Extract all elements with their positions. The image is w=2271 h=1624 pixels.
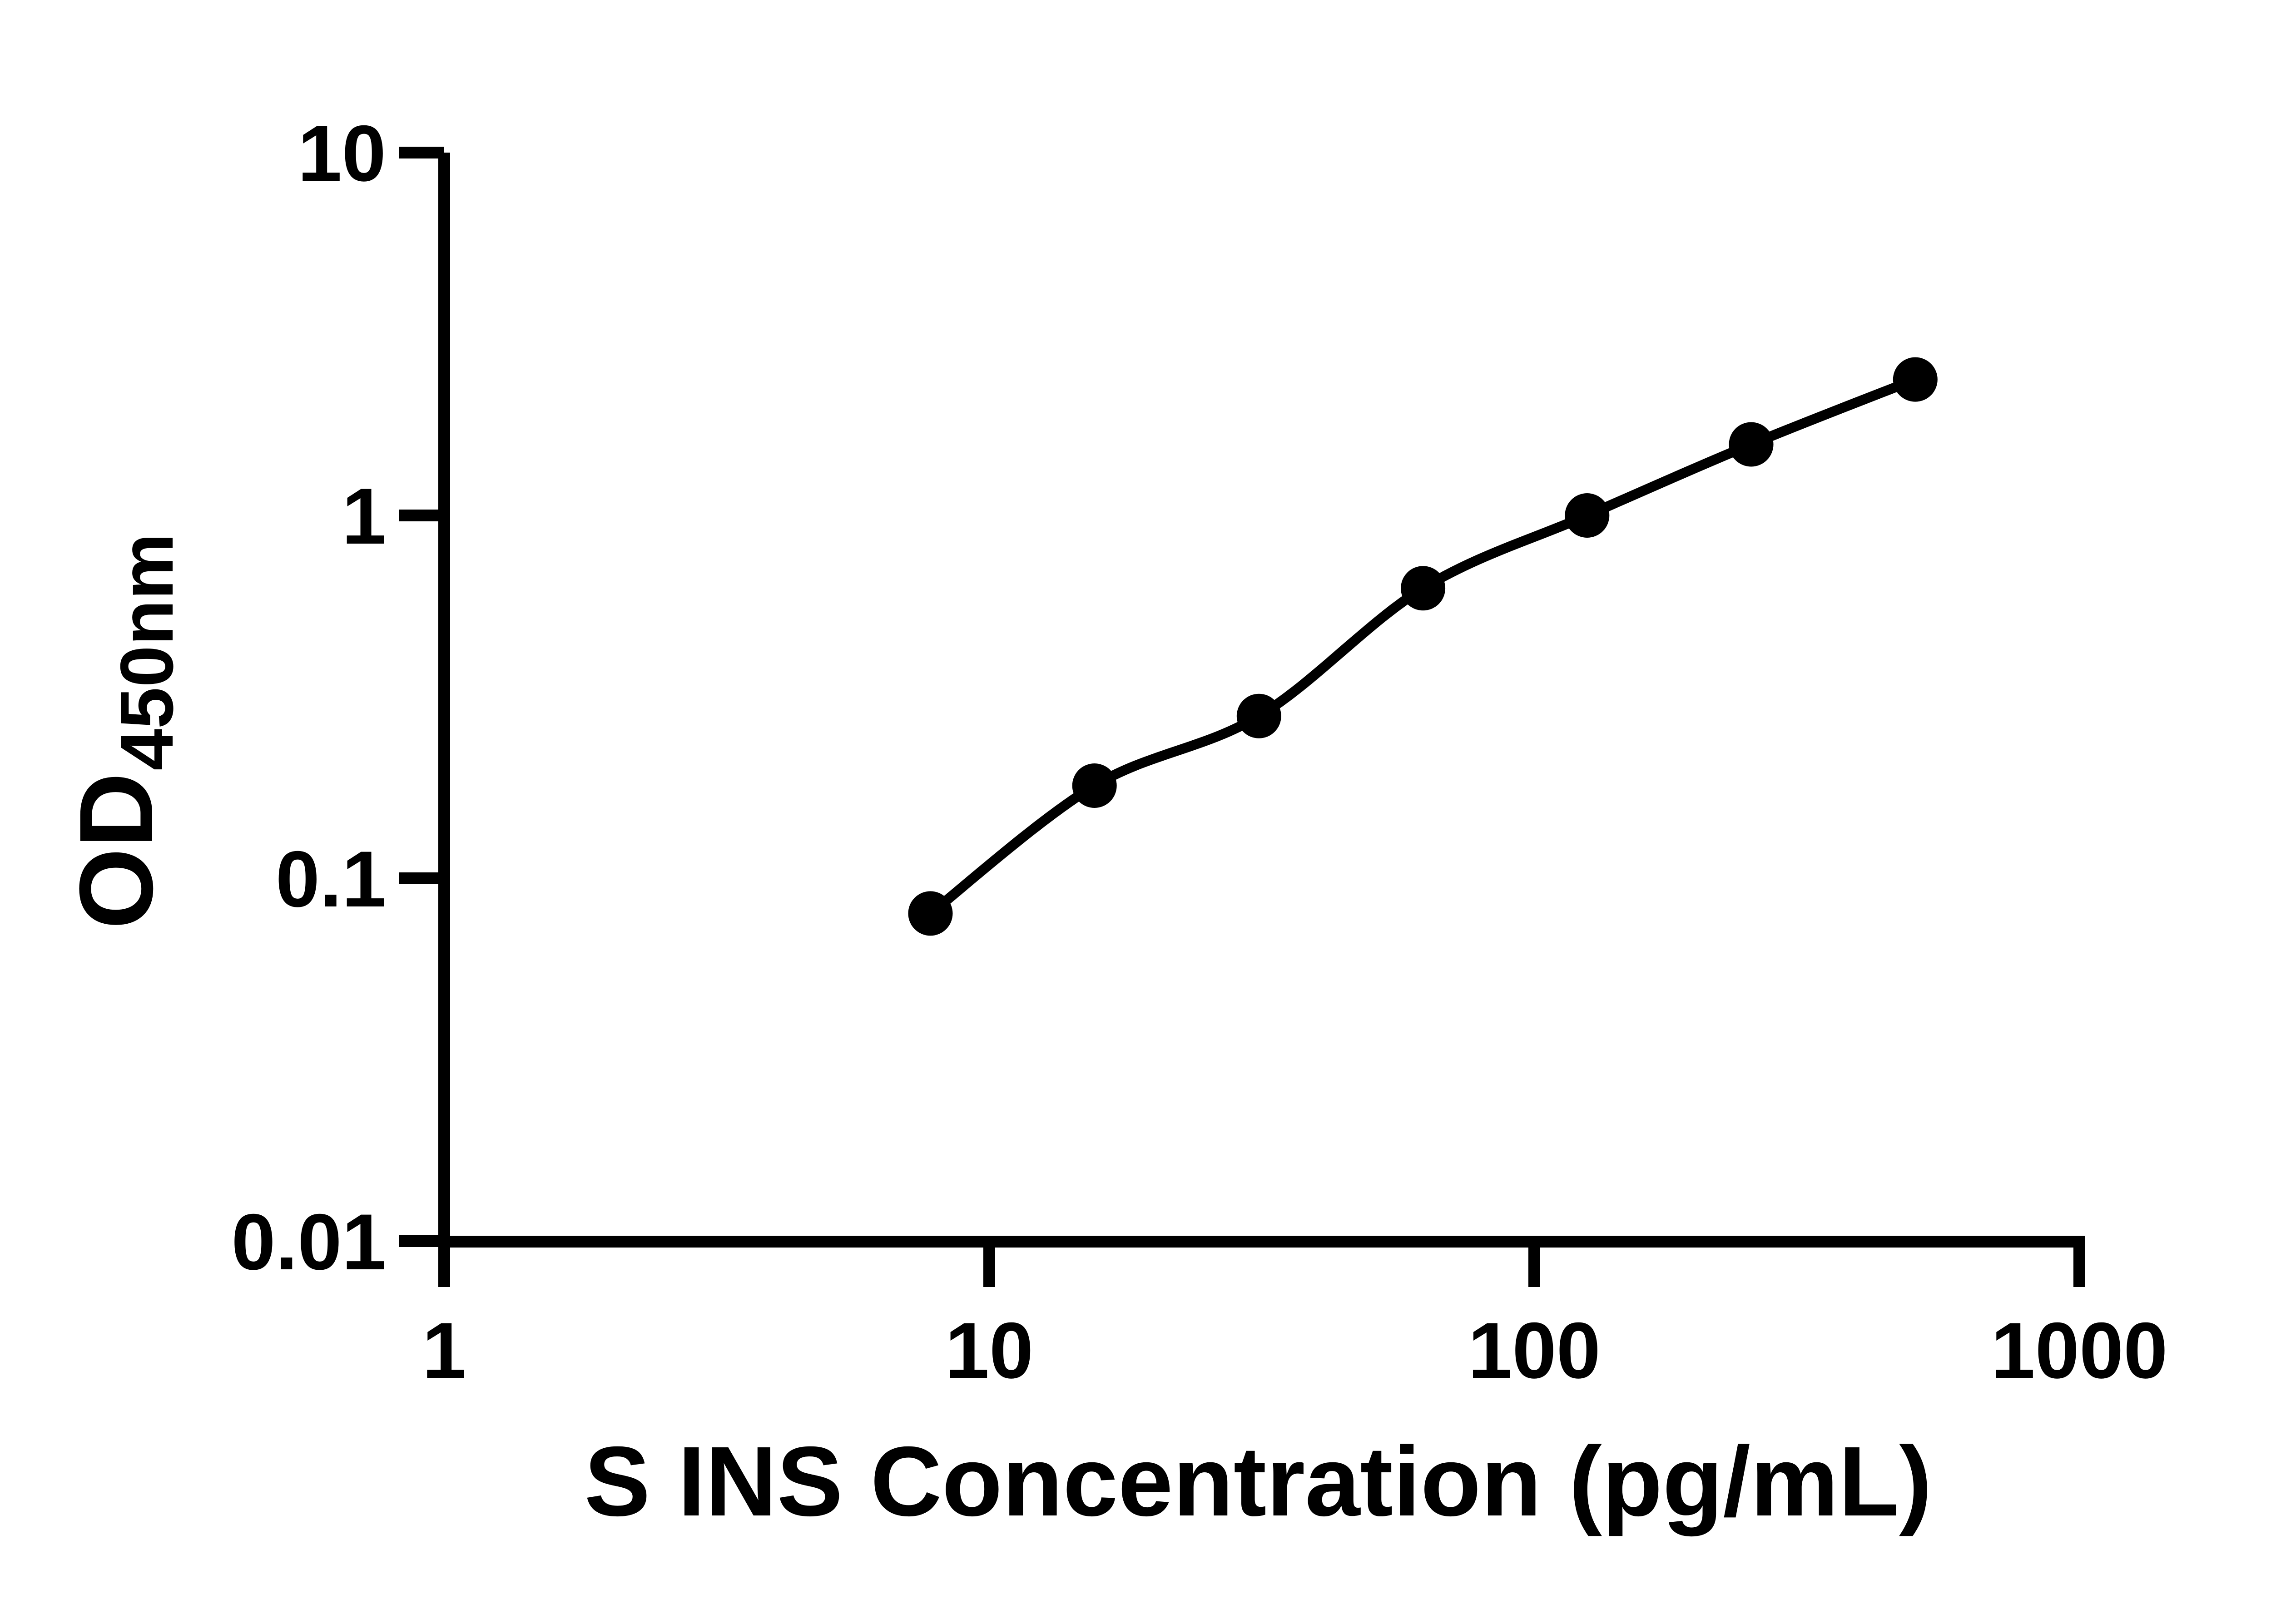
x-tick-label: 100 [1468, 1307, 1601, 1395]
y-tick-label: 0.1 [276, 835, 386, 924]
data-point-marker [908, 891, 953, 936]
y-axis-title-main: OD [58, 772, 174, 929]
data-point-marker [1072, 763, 1117, 808]
x-tick-label: 1000 [1991, 1307, 2167, 1395]
x-axis-ticks [438, 1242, 2085, 1287]
data-point-marker [1565, 493, 1610, 538]
y-tick-label: 10 [298, 109, 386, 198]
y-tick-label: 0.01 [231, 1198, 386, 1287]
data-point-marker [1236, 693, 1281, 738]
y-axis-ticks [399, 147, 444, 1247]
x-axis-title: S INS Concentration (pg/mL) [584, 1426, 1932, 1537]
data-points [908, 357, 1938, 936]
data-point-marker [1729, 422, 1774, 467]
y-axis-title: OD 450nm [58, 533, 188, 929]
data-point-marker [1893, 357, 1938, 402]
y-axis-tick-labels: 10 1 0.1 0.01 [231, 109, 386, 1287]
data-point-marker [1401, 566, 1446, 611]
x-axis-tick-labels: 1 10 100 1000 [422, 1307, 2167, 1395]
y-tick-label: 1 [342, 472, 386, 561]
x-tick-label: 10 [945, 1307, 1034, 1395]
x-tick-label: 1 [422, 1307, 466, 1395]
y-axis-title-subscript: 450nm [105, 533, 188, 771]
axis-spines [438, 153, 2085, 1248]
